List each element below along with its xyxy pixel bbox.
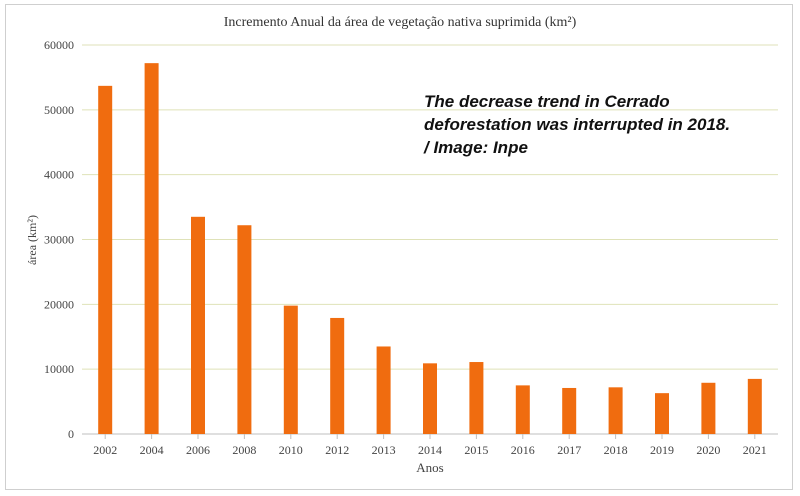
y-tick-label: 40000 [44,168,74,182]
bar-2012 [330,317,345,434]
x-tick-label: 2004 [140,443,164,457]
annotation-line-3: / Image: Inpe [424,138,528,157]
bar-2010 [283,305,298,434]
y-tick-label: 30000 [44,233,74,247]
y-tick-label: 50000 [44,103,74,117]
bars [98,63,762,435]
bar-2016 [515,385,530,434]
bar-2015 [469,362,484,434]
bar-2004 [144,63,159,435]
bar-2008 [237,225,252,434]
bar-2006 [191,216,205,434]
x-tick-label: 2002 [93,443,117,457]
x-tick-label: 2018 [604,443,628,457]
x-tick-label: 2006 [186,443,210,457]
y-tick-label: 0 [68,427,74,441]
x-tick-label: 2016 [511,443,535,457]
bar-2017 [562,387,577,434]
x-tick-label: 2012 [325,443,349,457]
x-tick-label: 2017 [557,443,581,457]
y-tick-label: 20000 [44,297,74,311]
bar-2014 [423,363,437,434]
x-tick-label: 2014 [418,443,442,457]
bar-2018 [608,387,623,434]
x-tick-label: 2021 [743,443,767,457]
y-tick-label: 60000 [44,38,74,52]
chart-title: Incremento Anual da área de vegetação na… [224,15,577,30]
bar-2002 [98,85,113,434]
y-axis-ticks: 0 10000 20000 30000 40000 50000 60000 [44,38,74,441]
x-axis-label: Anos [416,460,443,475]
bar-2020 [701,382,716,434]
annotation-note: The decrease trend in Cerrado deforestat… [424,90,764,159]
bar-2019 [655,393,669,434]
annotation-line-2: deforestation was interrupted in 2018. [424,115,731,134]
x-tick-label: 2015 [464,443,488,457]
x-tick-label: 2019 [650,443,674,457]
y-tick-label: 10000 [44,362,74,376]
x-tick-label: 2010 [279,443,303,457]
bar-2013 [376,346,391,434]
x-tick-label: 2020 [696,443,720,457]
x-tick-label: 2008 [232,443,256,457]
x-axis-ticks: 2002 2004 2006 2008 2010 2012 2013 2014 2015 2016… [93,434,767,457]
bar-2021 [747,378,762,434]
x-tick-label: 2013 [372,443,396,457]
y-axis-label: área (km²) [25,215,39,265]
annotation-line-1: The decrease trend in Cerrado [424,92,670,111]
